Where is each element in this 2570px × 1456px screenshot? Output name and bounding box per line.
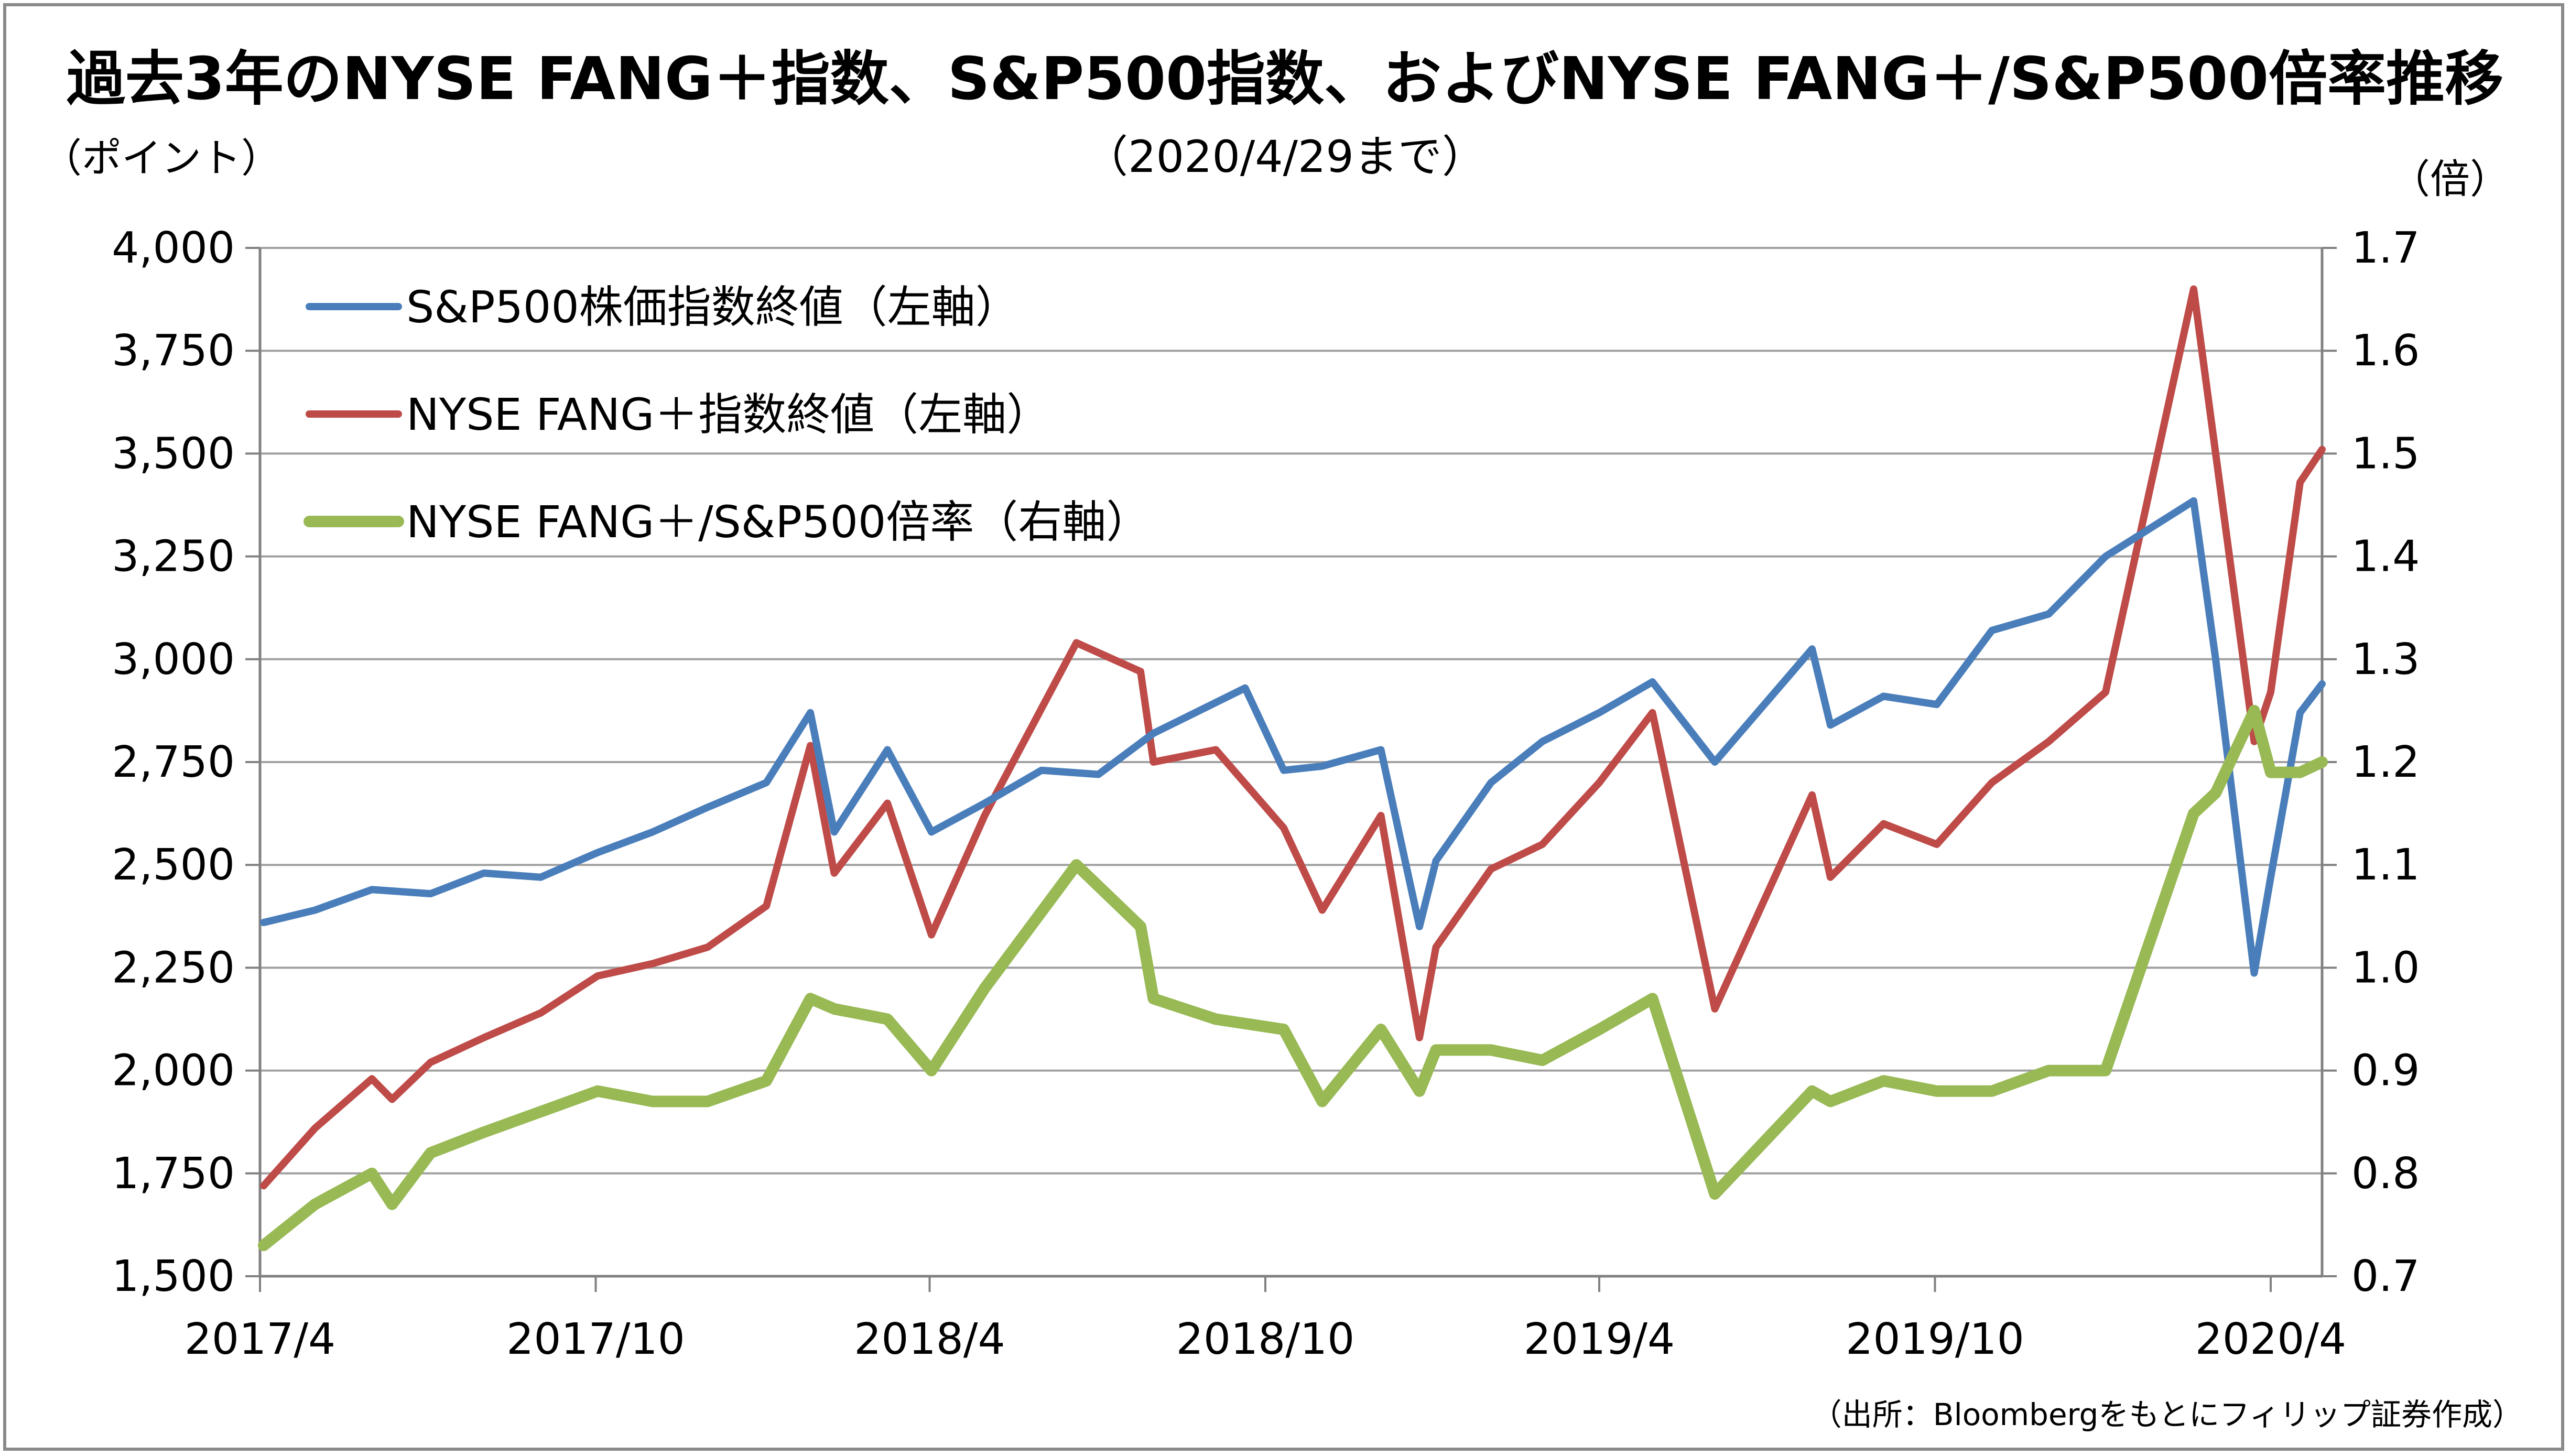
y-left-tick-label: 2,500 xyxy=(112,840,235,890)
gridlines xyxy=(260,247,2322,1175)
legend-label-1: NYSE FANG＋指数終値（左軸） xyxy=(406,389,1050,440)
y-right-tick-label: 1.0 xyxy=(2351,943,2420,993)
y-right-tick-label: 1.6 xyxy=(2351,326,2420,376)
source-note: （出所：Bloombergをもとにフィリップ証券作成） xyxy=(1811,1397,2523,1432)
x-tick-label: 2019/10 xyxy=(1846,1314,2024,1364)
series-line-1 xyxy=(260,285,2326,1190)
y-left-tick-label: 3,750 xyxy=(112,326,235,376)
y-right-tick-label: 1.2 xyxy=(2351,737,2420,787)
legend: S&P500株価指数終値（左軸） NYSE FANG＋指数終値（左軸） NYSE F… xyxy=(303,281,1150,548)
y-right-tick-label: 1.7 xyxy=(2351,223,2420,273)
y-left-tick-label: 4,000 xyxy=(112,223,235,273)
y-left-tick-label: 2,750 xyxy=(112,737,235,787)
x-tick-label: 2017/10 xyxy=(506,1314,685,1364)
y-left-tick-label: 2,000 xyxy=(112,1046,235,1096)
chart-title: 過去3年のNYSE FANG＋指数、S&P500指数、およびNYSE FANG＋… xyxy=(66,45,2504,113)
series-line-0 xyxy=(260,497,2326,977)
y-right-tick-label: 1.5 xyxy=(2351,429,2420,479)
y-left-tick-label: 1,500 xyxy=(112,1252,235,1301)
x-tick-label: 2018/10 xyxy=(1176,1314,1355,1364)
y-right-tick-label: 1.1 xyxy=(2351,840,2420,890)
right-axis-unit: （倍） xyxy=(2390,156,2510,202)
y-left-tick-label: 3,000 xyxy=(112,635,235,684)
y-right-tick-label: 1.4 xyxy=(2351,532,2420,582)
axes: 1,500 1,750 2,000 2,250 2,500 2,750 3,000 3,250… xyxy=(112,223,2420,1364)
y-left-tick-label: 1,750 xyxy=(112,1149,235,1199)
y-right-tick-label: 1.3 xyxy=(2351,635,2420,684)
y-right-tick-label: 0.9 xyxy=(2351,1046,2420,1096)
x-tick-label: 2017/4 xyxy=(185,1314,335,1364)
legend-label-0: S&P500株価指数終値（左軸） xyxy=(406,281,1020,333)
y-left-tick-label: 2,250 xyxy=(112,943,235,993)
chart-frame xyxy=(3,3,2564,1451)
y-right-tick-label: 0.8 xyxy=(2351,1149,2420,1199)
legend-label-2: NYSE FANG＋/S&P500倍率（右軸） xyxy=(406,496,1150,548)
x-tick-label: 2020/4 xyxy=(2195,1314,2346,1364)
x-tick-label: 2018/4 xyxy=(854,1314,1005,1364)
series-line-2 xyxy=(258,704,2328,1252)
chart-subtitle: （2020/4/29まで） xyxy=(1084,131,1486,182)
y-right-tick-label: 0.7 xyxy=(2351,1252,2420,1301)
series-lines xyxy=(258,285,2328,1252)
x-tick-label: 2019/4 xyxy=(1524,1314,1675,1364)
y-left-tick-label: 3,500 xyxy=(112,429,235,479)
y-left-tick-label: 3,250 xyxy=(112,532,235,582)
left-axis-unit: （ポイント） xyxy=(42,135,281,181)
